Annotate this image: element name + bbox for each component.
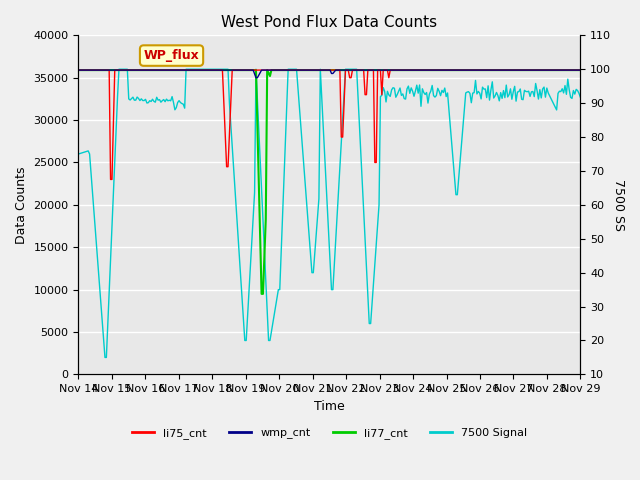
7500 Signal xyxy=(297,122,305,128)
wmp_cnt xyxy=(296,67,303,73)
Legend: li75_cnt, wmp_cnt, li77_cnt, 7500 Signal: li75_cnt, wmp_cnt, li77_cnt, 7500 Signal xyxy=(127,424,531,444)
Line: li77_cnt: li77_cnt xyxy=(79,70,580,294)
li75_cnt xyxy=(225,132,233,137)
li75_cnt xyxy=(138,67,145,73)
7500 Signal xyxy=(139,97,147,103)
li77_cnt xyxy=(224,67,232,73)
li77_cnt xyxy=(296,67,303,73)
li75_cnt xyxy=(296,67,303,73)
X-axis label: Time: Time xyxy=(314,400,345,413)
li77_cnt xyxy=(577,67,584,73)
7500 Signal xyxy=(101,355,109,360)
Text: WP_flux: WP_flux xyxy=(143,49,200,62)
wmp_cnt xyxy=(241,67,248,73)
li75_cnt xyxy=(251,67,259,73)
li75_cnt xyxy=(75,67,83,73)
Line: li75_cnt: li75_cnt xyxy=(79,70,580,180)
li77_cnt xyxy=(550,67,557,73)
wmp_cnt xyxy=(136,67,144,73)
li75_cnt xyxy=(243,67,250,73)
li77_cnt xyxy=(258,291,266,297)
7500 Signal xyxy=(115,66,123,72)
li75_cnt xyxy=(550,67,557,73)
li77_cnt xyxy=(250,67,257,73)
li75_cnt xyxy=(107,177,115,182)
7500 Signal xyxy=(75,151,83,157)
wmp_cnt xyxy=(250,67,257,73)
li77_cnt xyxy=(241,67,248,73)
7500 Signal xyxy=(244,313,252,319)
Title: West Pond Flux Data Counts: West Pond Flux Data Counts xyxy=(221,15,438,30)
wmp_cnt xyxy=(577,67,584,73)
7500 Signal xyxy=(552,104,559,110)
li77_cnt xyxy=(75,67,83,73)
wmp_cnt xyxy=(252,75,260,81)
7500 Signal xyxy=(252,66,260,72)
Line: wmp_cnt: wmp_cnt xyxy=(79,70,580,78)
li77_cnt xyxy=(136,67,144,73)
Y-axis label: 7500 SS: 7500 SS xyxy=(612,179,625,231)
Line: 7500 Signal: 7500 Signal xyxy=(79,69,580,358)
7500 Signal xyxy=(227,122,235,128)
wmp_cnt xyxy=(550,67,557,73)
7500 Signal xyxy=(577,95,584,100)
Y-axis label: Data Counts: Data Counts xyxy=(15,166,28,244)
li75_cnt xyxy=(577,67,584,73)
wmp_cnt xyxy=(75,67,83,73)
wmp_cnt xyxy=(224,67,232,73)
